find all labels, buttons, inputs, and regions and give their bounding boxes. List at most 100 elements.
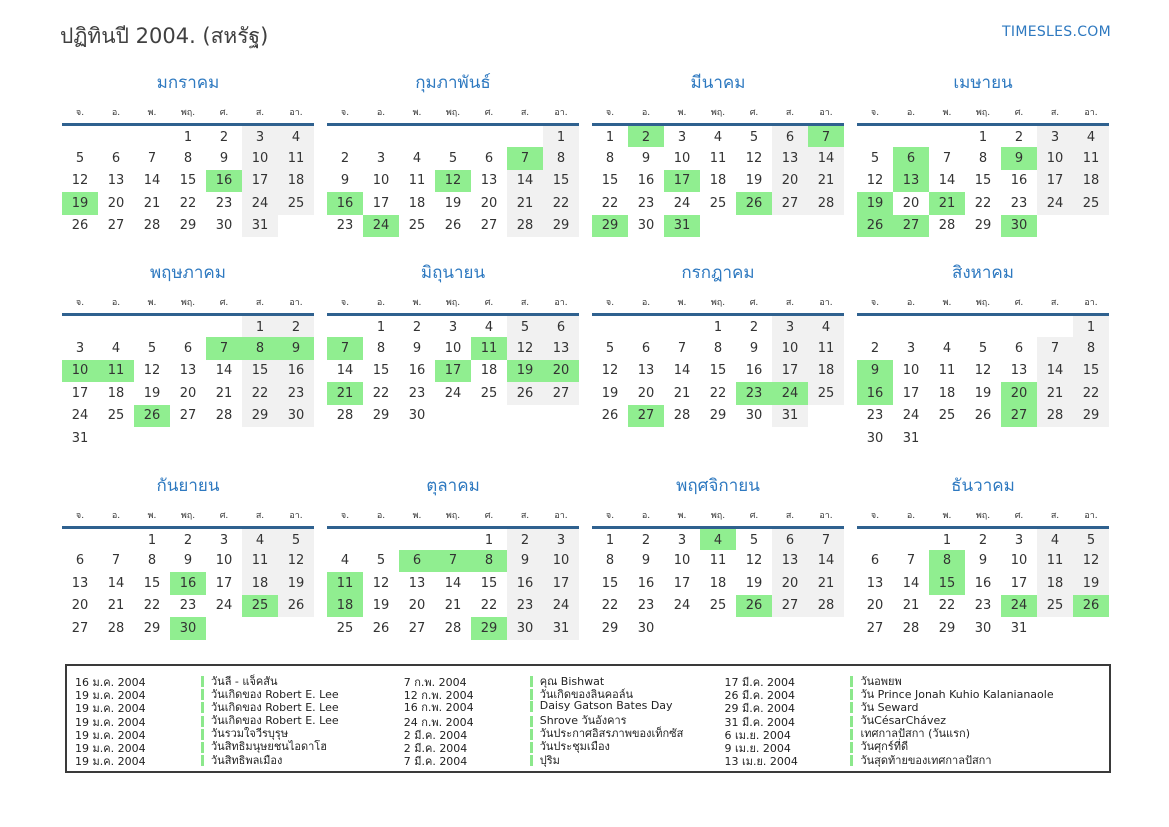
weekday-header: ส. (507, 507, 543, 529)
legend-date: 16 ก.พ. 2004 (403, 700, 474, 714)
holiday-day-cell: 17 (435, 359, 471, 382)
day-cell: 14 (673, 363, 691, 379)
legend-row: 12 ก.พ. 2004 วันเกิดของลินคอล์น (404, 685, 725, 703)
weekend-day-cell: 22 (543, 192, 579, 215)
day-cell: 25 (408, 218, 426, 234)
day-cell: 3 (75, 340, 85, 356)
weekday-header: อา. (808, 105, 844, 126)
day-cell: 21 (215, 385, 233, 401)
empty-day-cell (278, 617, 314, 640)
weekend-day-cell: 4 (1073, 124, 1109, 147)
weekday-header: ส. (242, 295, 278, 316)
legend-holiday-name: วัน Seward (850, 698, 918, 716)
empty-day-cell (1001, 427, 1037, 450)
weekday-header: จ. (327, 105, 363, 126)
weekday-header: พ. (929, 105, 965, 126)
holiday-day-cell: 8 (471, 549, 507, 572)
weekend-day-cell: 25 (808, 382, 844, 405)
holiday-day-cell: 29 (471, 617, 507, 640)
legend-holiday-name: คุณ Bishwat (529, 672, 604, 690)
holiday-day-cell: 2 (628, 124, 664, 147)
day-cell: 20 (902, 195, 920, 211)
day-cell: 13 (408, 575, 426, 591)
weekend-day-cell: 12 (507, 337, 543, 360)
legend-date: 29 มี.ค. 2004 (724, 702, 796, 716)
weekday-header: อา. (1073, 295, 1109, 316)
day-cell: 6 (111, 150, 121, 166)
day-cell: 5 (870, 150, 880, 166)
holiday-day-cell: 11 (98, 359, 134, 382)
day-cell: 5 (978, 340, 988, 356)
legend-holiday-label: วันสุดท้ายของเทศกาลปัสกา (860, 753, 992, 767)
day-cell: 23 (866, 408, 884, 424)
weekend-day-cell: 10 (242, 147, 278, 170)
weekday-header: อ. (893, 295, 929, 316)
day-cell: 24 (215, 598, 233, 614)
empty-day-cell (1037, 427, 1073, 450)
weekend-day-cell: 18 (242, 572, 278, 595)
legend-row: 19 ม.ค. 2004 วันสิทธิพลเมือง (75, 751, 404, 769)
month-title: พฤศจิกายน (676, 475, 760, 496)
empty-day-cell (327, 315, 363, 338)
day-cell: 17 (71, 385, 89, 401)
empty-day-cell (98, 427, 134, 450)
holiday-day-cell: 31 (664, 214, 700, 237)
empty-day-cell (278, 427, 314, 450)
weekday-header: อ. (628, 295, 664, 316)
weekday-header: อา. (543, 295, 579, 316)
weekday-header: จ. (857, 105, 893, 126)
day-cell: 19 (143, 385, 161, 401)
holiday-day-cell: 9 (857, 359, 893, 382)
day-cell: 29 (938, 620, 956, 636)
site-link[interactable]: TIMESLES.COM (1002, 24, 1111, 40)
month-title: กุมภาพันธ์ (415, 73, 491, 93)
month-title: กรกฎาคม (681, 263, 755, 283)
weekend-day-cell: 5 (278, 527, 314, 550)
holiday-day-cell: 16 (327, 192, 363, 215)
empty-day-cell (965, 315, 1001, 338)
empty-day-cell (700, 617, 736, 640)
weekend-day-cell: 27 (543, 382, 579, 405)
day-cell: 10 (673, 150, 691, 166)
legend-date: 19 ม.ค. 2004 (75, 741, 146, 755)
day-cell: 27 (480, 218, 498, 234)
day-cell: 15 (601, 575, 619, 591)
empty-day-cell (134, 315, 170, 338)
day-cell: 17 (215, 575, 233, 591)
weekday-header: พฤ. (435, 507, 471, 529)
holiday-tick-icon (529, 689, 533, 701)
day-cell: 2 (749, 320, 759, 335)
weekend-day-cell: 21 (808, 572, 844, 595)
legend-holiday-label: วันสิทธิพลเมือง (211, 753, 283, 767)
legend-date: 26 มี.ค. 2004 (724, 689, 796, 703)
legend-holiday-name: วันสุดท้ายของเทศกาลปัสกา (850, 751, 992, 769)
weekday-header: จ. (327, 507, 363, 529)
day-cell: 2 (412, 320, 422, 335)
legend-row: 19 ม.ค. 2004 วันรวมใจวีรบุรุษ (75, 724, 404, 742)
legend-holiday-label: วันเกิดของ Robert E. Lee (211, 714, 339, 728)
day-cell: 2 (978, 532, 988, 548)
weekend-day-cell: 25 (278, 192, 314, 215)
weekend-day-cell: 18 (1037, 572, 1073, 595)
weekend-day-cell: 24 (543, 594, 579, 617)
weekend-day-cell: 26 (278, 594, 314, 617)
weekday-header: ศ. (471, 105, 507, 126)
weekend-day-cell: 30 (278, 404, 314, 427)
weekday-header: อ. (363, 507, 399, 529)
day-cell: 1 (376, 320, 386, 335)
holiday-day-cell: 9 (278, 337, 314, 360)
weekend-day-cell: 12 (278, 549, 314, 572)
weekend-day-cell: 14 (1037, 359, 1073, 382)
day-cell: 12 (745, 150, 763, 166)
day-cell: 13 (637, 363, 655, 379)
day-cell: 9 (641, 150, 651, 166)
empty-day-cell (1001, 315, 1037, 338)
weekend-day-cell: 11 (278, 147, 314, 170)
day-cell: 1 (484, 532, 494, 548)
legend-row: 13 เม.ย. 2004 วันสุดท้ายของเทศกาลปัสกา (724, 751, 1101, 769)
holiday-tick-icon (529, 755, 533, 767)
holiday-tick-icon (850, 702, 854, 714)
holiday-day-cell: 17 (664, 169, 700, 192)
weekend-day-cell: 7 (1037, 337, 1073, 360)
holiday-tick-icon (850, 741, 854, 753)
